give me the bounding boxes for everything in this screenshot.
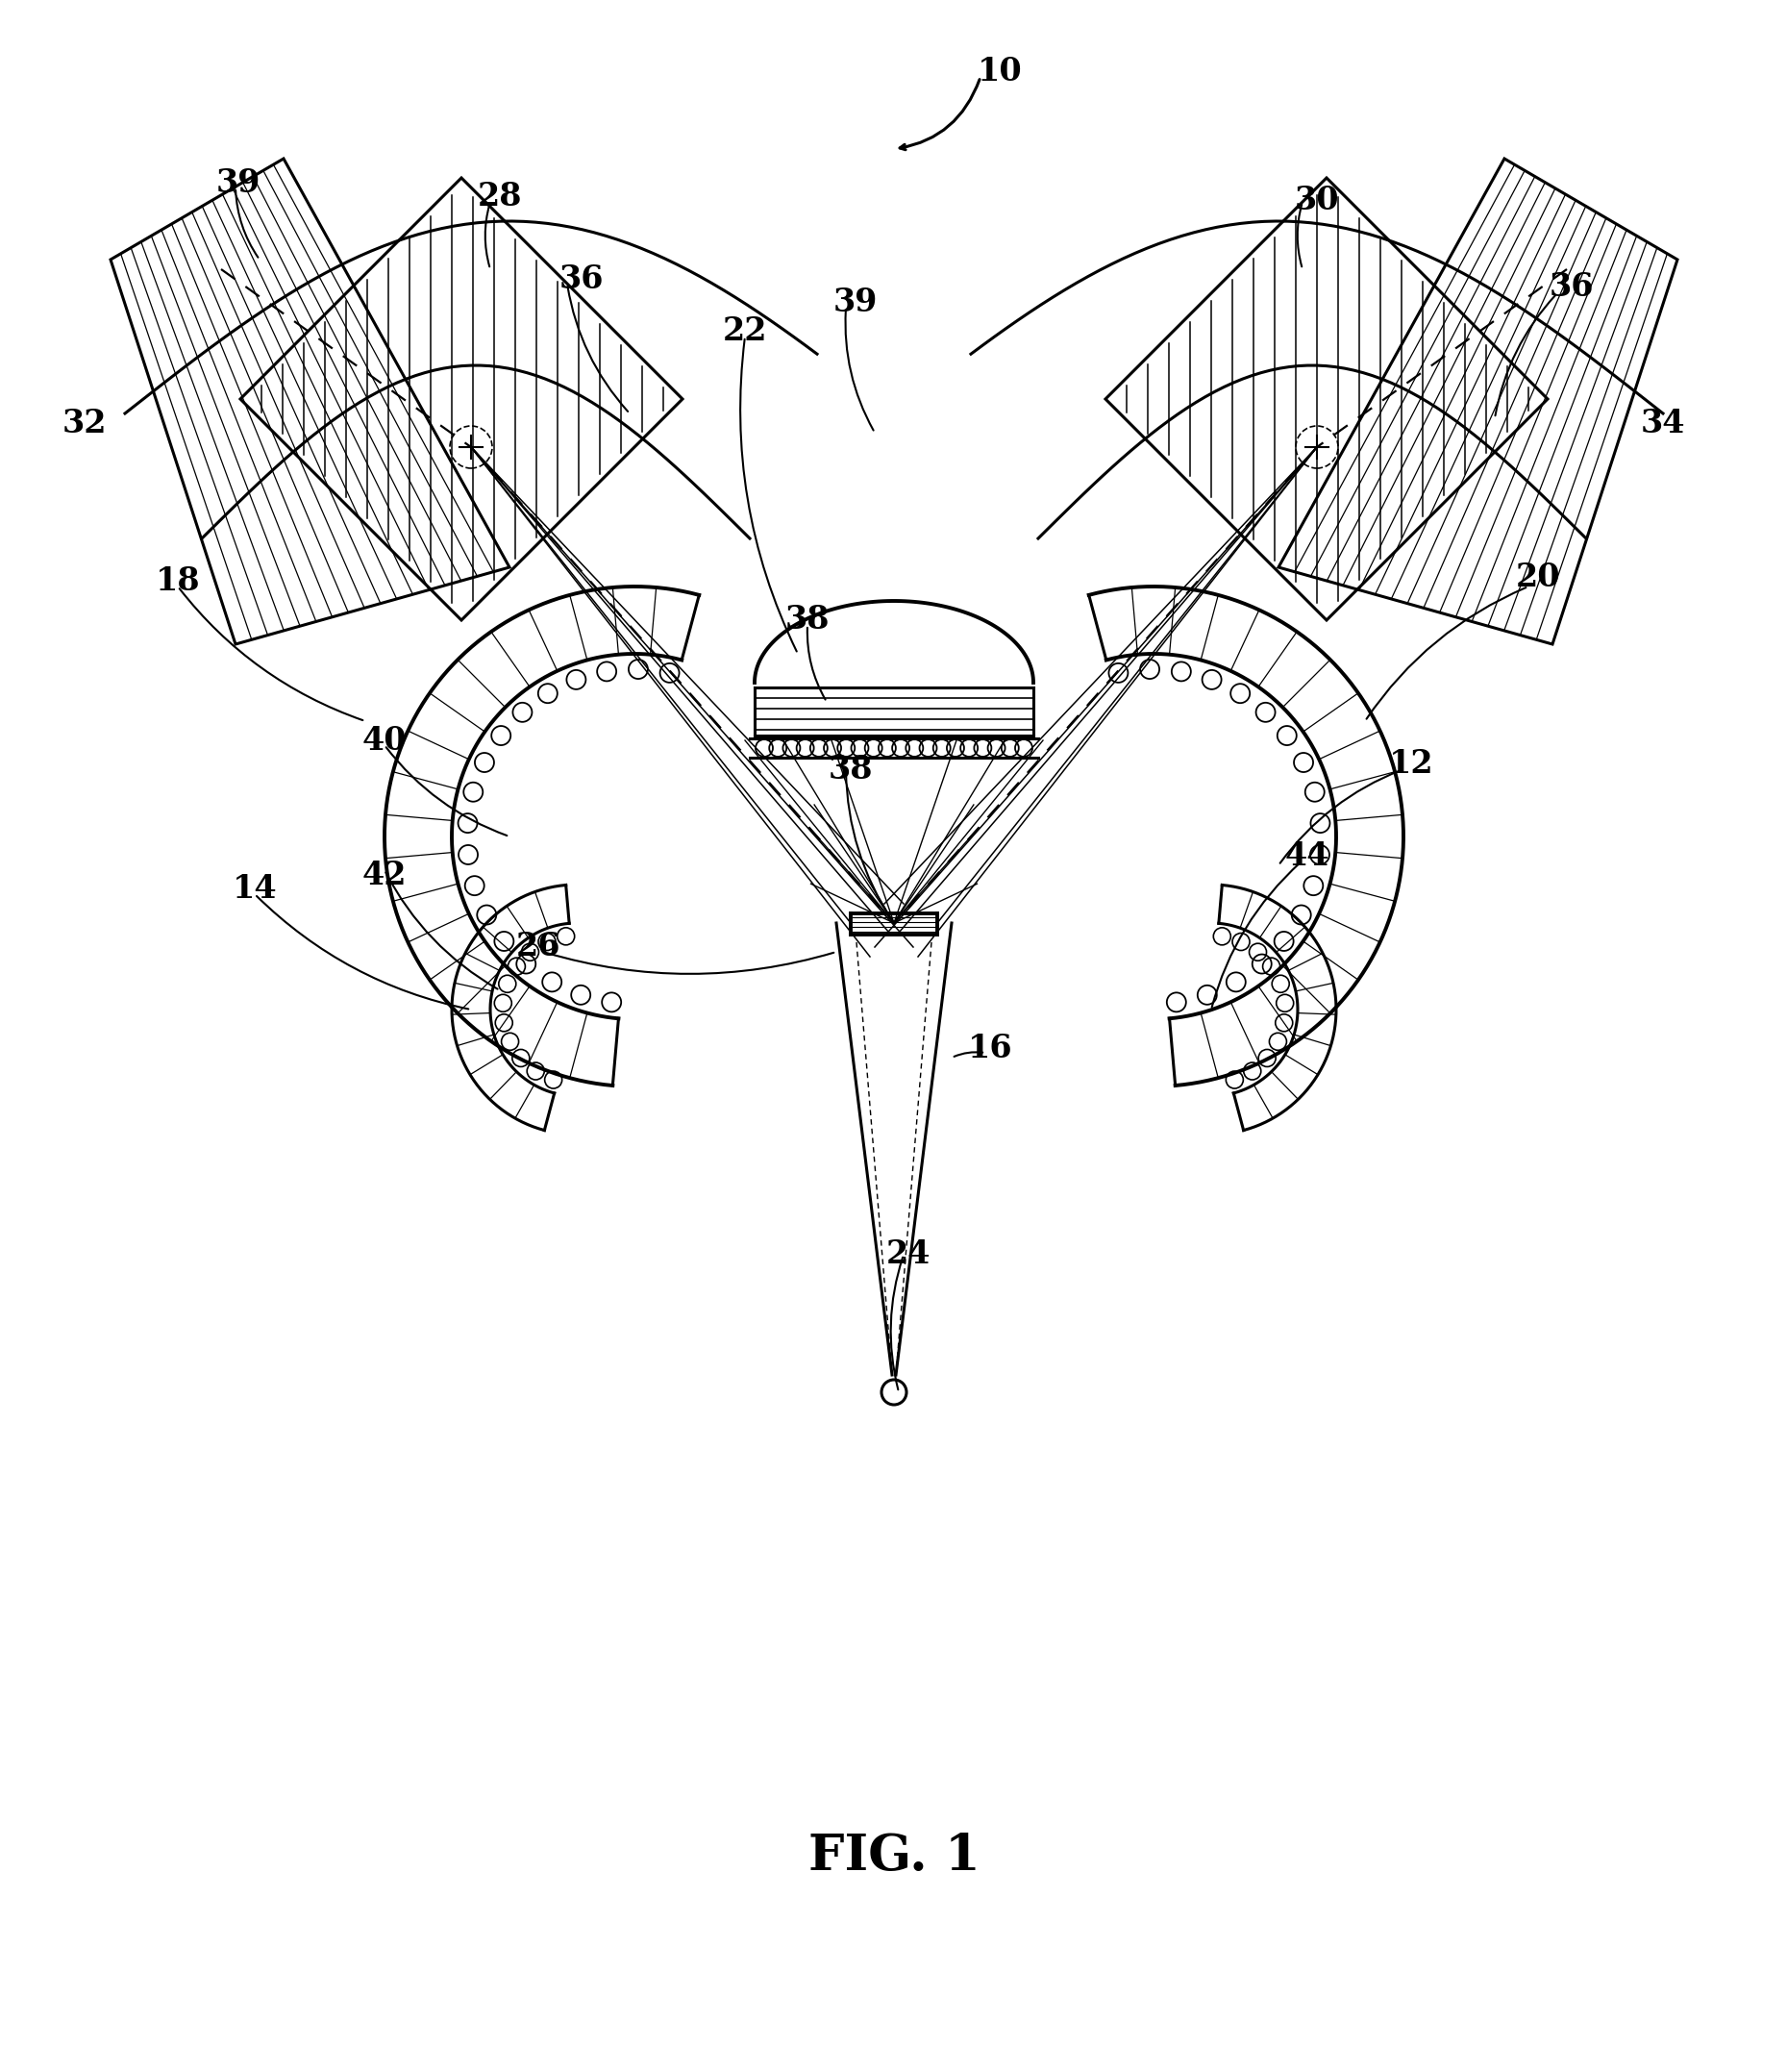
Text: 18: 18: [155, 566, 200, 597]
Text: 36: 36: [1549, 271, 1594, 303]
Text: 42: 42: [363, 860, 407, 891]
Text: 22: 22: [722, 315, 767, 348]
Text: 26: 26: [516, 930, 561, 963]
Text: 40: 40: [363, 725, 407, 756]
Text: 39: 39: [833, 288, 877, 319]
Text: 30: 30: [1294, 184, 1338, 215]
Text: 34: 34: [1640, 408, 1685, 439]
Text: 28: 28: [477, 180, 522, 213]
Text: 12: 12: [1388, 748, 1433, 781]
Text: 14: 14: [232, 874, 277, 905]
Text: 20: 20: [1515, 562, 1560, 593]
Text: 39: 39: [216, 168, 261, 199]
Text: 36: 36: [559, 263, 604, 294]
Text: 32: 32: [63, 408, 107, 439]
Text: 10: 10: [977, 56, 1022, 87]
Text: FIG. 1: FIG. 1: [808, 1832, 979, 1879]
Text: 38: 38: [784, 605, 829, 636]
Text: 24: 24: [886, 1239, 931, 1270]
Text: 16: 16: [969, 1032, 1013, 1063]
Text: 44: 44: [1285, 839, 1330, 872]
Text: 38: 38: [829, 754, 874, 785]
